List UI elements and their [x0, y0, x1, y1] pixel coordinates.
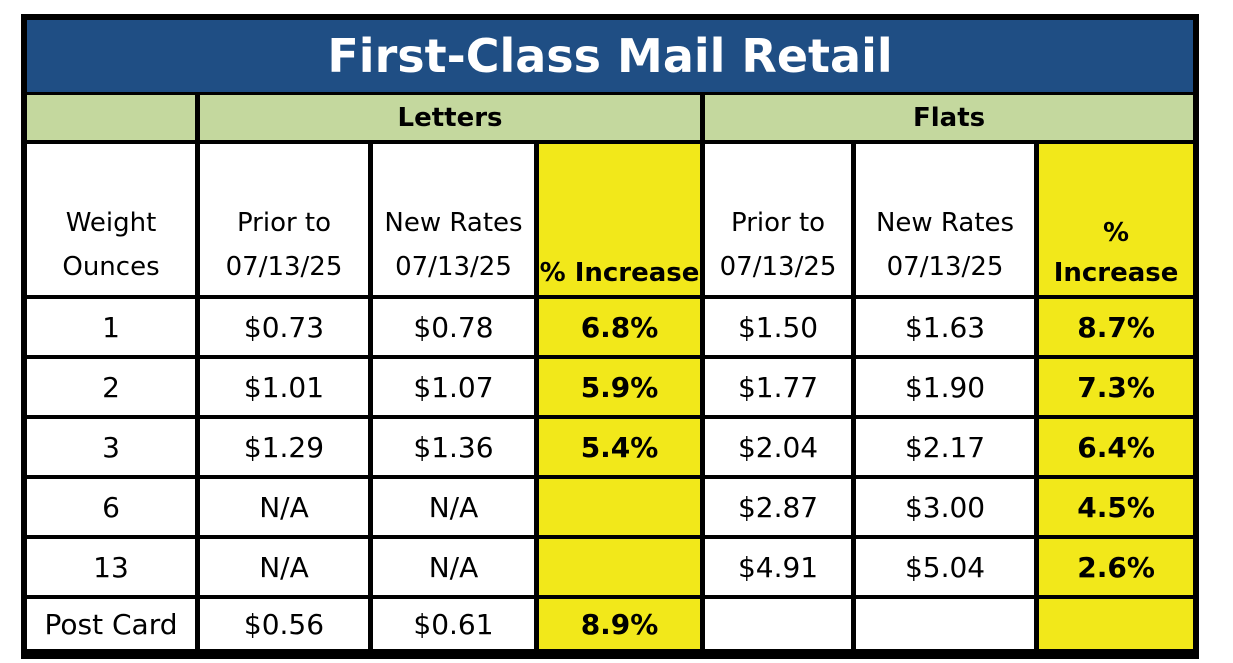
cell-flats-prior: $1.77 — [705, 359, 857, 419]
cell-flats-prior: $4.91 — [705, 539, 857, 599]
cell-flats-pct: 6.4% — [1039, 419, 1194, 479]
group-header-letters: Letters — [200, 95, 706, 144]
header-letters-new-line1: New Rates — [384, 207, 523, 238]
cell-flats-pct: 4.5% — [1039, 479, 1194, 539]
cell-letters-pct: 5.9% — [539, 359, 706, 419]
header-letters-prior-line2: 07/13/25 — [225, 251, 343, 282]
header-letters-pct: % Increase — [539, 144, 706, 299]
header-flats-prior: Prior to 07/13/25 — [705, 144, 857, 299]
cell-flats-prior: $2.87 — [705, 479, 857, 539]
header-weight: Weight Ounces — [27, 144, 200, 299]
header-letters-new-line2: 07/13/25 — [395, 251, 512, 282]
cell-letters-prior: N/A — [200, 539, 373, 599]
cell-letters-pct: 6.8% — [539, 299, 706, 359]
cell-flats-prior: $2.04 — [705, 419, 857, 479]
cell-weight: 1 — [27, 299, 200, 359]
cell-letters-new: N/A — [373, 479, 539, 539]
cell-letters-new: $0.61 — [373, 599, 539, 649]
cell-letters-new: $1.07 — [373, 359, 539, 419]
cell-flats-pct — [1039, 599, 1194, 649]
header-letters-prior: Prior to 07/13/25 — [200, 144, 373, 299]
cell-flats-new: $2.17 — [856, 419, 1040, 479]
cell-weight: 13 — [27, 539, 200, 599]
cell-flats-new: $5.04 — [856, 539, 1040, 599]
page-title: First-Class Mail Retail — [27, 20, 1193, 92]
cell-flats-new — [856, 599, 1040, 649]
cell-flats-new: $3.00 — [856, 479, 1040, 539]
header-weight-line1: Weight — [65, 207, 157, 238]
cell-letters-pct — [539, 479, 706, 539]
cell-flats-pct: 7.3% — [1039, 359, 1194, 419]
header-weight-line2: Ounces — [62, 251, 160, 282]
cell-flats-prior: $1.50 — [705, 299, 857, 359]
cell-letters-prior: N/A — [200, 479, 373, 539]
table-row: 13 N/A N/A $4.91 $5.04 2.6% — [27, 539, 1194, 599]
cell-letters-prior: $0.56 — [200, 599, 373, 649]
cell-weight: Post Card — [27, 599, 200, 649]
cell-letters-new: $0.78 — [373, 299, 539, 359]
header-flats-new-line2: 07/13/25 — [886, 251, 1004, 282]
rates-table: Letters Flats Weight Ounces Prior to 07/… — [27, 95, 1194, 649]
table-row: Post Card $0.56 $0.61 8.9% — [27, 599, 1194, 649]
cell-flats-pct: 2.6% — [1039, 539, 1194, 599]
table-row: 2 $1.01 $1.07 5.9% $1.77 $1.90 7.3% — [27, 359, 1194, 419]
header-letters-prior-line1: Prior to — [236, 207, 332, 238]
cell-letters-new: $1.36 — [373, 419, 539, 479]
cell-letters-new: N/A — [373, 539, 539, 599]
header-letters-new: New Rates 07/13/25 — [373, 144, 539, 299]
table-row: 3 $1.29 $1.36 5.4% $2.04 $2.17 6.4% — [27, 419, 1194, 479]
group-header-blank — [27, 95, 200, 144]
cell-letters-prior: $1.29 — [200, 419, 373, 479]
cell-flats-new: $1.63 — [856, 299, 1040, 359]
cell-letters-prior: $0.73 — [200, 299, 373, 359]
group-header-row: Letters Flats — [27, 95, 1194, 144]
cell-weight: 2 — [27, 359, 200, 419]
cell-letters-pct: 8.9% — [539, 599, 706, 649]
header-flats-prior-line2: 07/13/25 — [719, 251, 837, 282]
column-header-row: Weight Ounces Prior to 07/13/25 New Rate… — [27, 144, 1194, 299]
group-header-flats: Flats — [705, 95, 1194, 144]
header-flats-new: New Rates 07/13/25 — [856, 144, 1040, 299]
table-row: 6 N/A N/A $2.87 $3.00 4.5% — [27, 479, 1194, 539]
cell-letters-pct: 5.4% — [539, 419, 706, 479]
cell-flats-prior — [705, 599, 857, 649]
cell-weight: 6 — [27, 479, 200, 539]
cell-flats-pct: 8.7% — [1039, 299, 1194, 359]
cell-weight: 3 — [27, 419, 200, 479]
cell-flats-new: $1.90 — [856, 359, 1040, 419]
header-flats-new-line1: New Rates — [875, 207, 1015, 238]
header-flats-prior-line1: Prior to — [730, 207, 826, 238]
header-flats-pct: % Increase — [1039, 144, 1194, 299]
cell-letters-prior: $1.01 — [200, 359, 373, 419]
cell-letters-pct — [539, 539, 706, 599]
table-row: 1 $0.73 $0.78 6.8% $1.50 $1.63 8.7% — [27, 299, 1194, 359]
